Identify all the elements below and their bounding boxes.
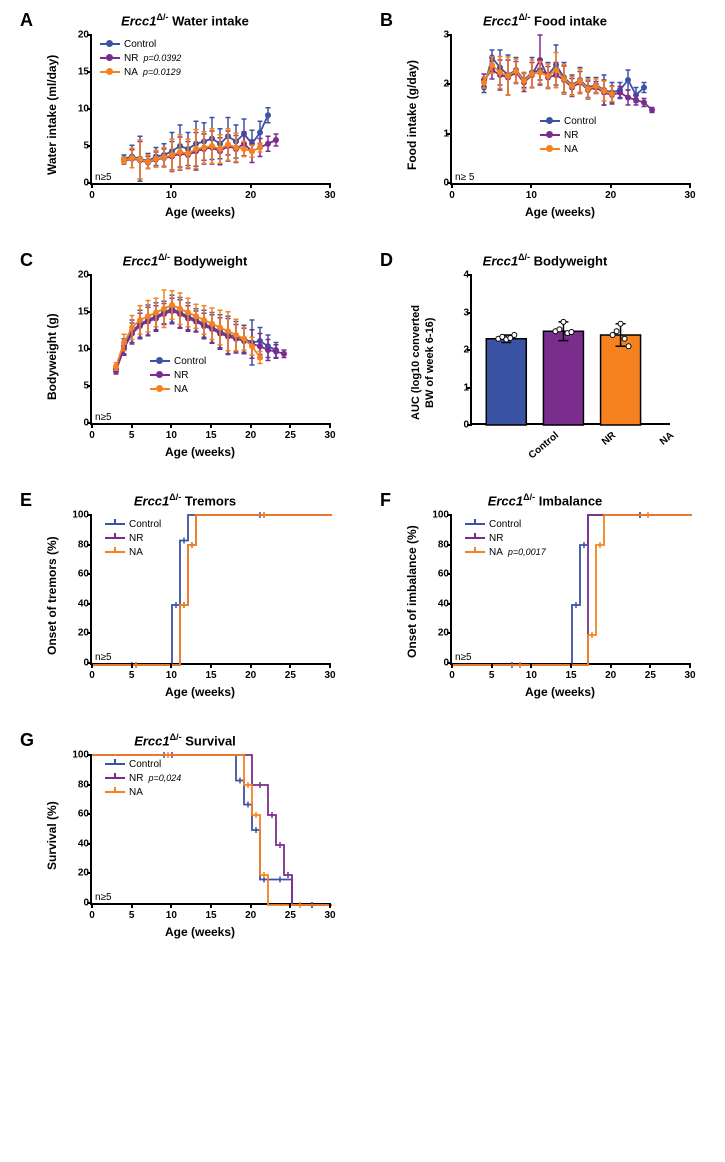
panel-title-f: Ercc1Δ/- Imbalance (410, 492, 680, 508)
bar-plot-d (472, 275, 672, 425)
xlabel-a: Age (weeks) (165, 205, 235, 219)
panel-title-d: Ercc1Δ/- Bodyweight (410, 252, 680, 268)
ylabel-d2: BW of week 6-16) (424, 318, 436, 408)
plot-c (92, 275, 332, 425)
n-label-e: n≥5 (95, 652, 112, 663)
legend-f: ControlNRNAp=0,0017 (465, 518, 546, 560)
xlabel-c: Age (weeks) (165, 445, 235, 459)
n-label-c: n≥5 (95, 412, 112, 423)
panel-c: C Ercc1Δ/- Bodyweight 051015202530051015… (20, 250, 350, 460)
panel-title-b: Ercc1Δ/- Food intake (410, 12, 680, 28)
ylabel-b: Food intake (g/day) (405, 60, 419, 170)
ylabel-g: Survival (%) (45, 801, 59, 870)
panel-label-g: G (20, 730, 34, 751)
panel-label-b: B (380, 10, 393, 31)
panel-e: E Ercc1Δ/- Tremors 051015202530020406080… (20, 490, 350, 700)
legend-c: ControlNRNA (150, 355, 206, 397)
xlabel-g: Age (weeks) (165, 925, 235, 939)
panel-d: D Ercc1Δ/- Bodyweight 01234 AUC (log10 c… (380, 250, 710, 460)
chart-area-c: 05101520253005101520 (90, 275, 330, 425)
panel-label-f: F (380, 490, 391, 511)
legend-e: ControlNRNA (105, 518, 161, 560)
legend-b: ControlNRNA (540, 115, 596, 157)
panel-title-a: Ercc1Δ/- Water intake (50, 12, 320, 28)
chart-area-b: 01020300123 (450, 35, 690, 185)
n-label-g: n≥5 (95, 892, 112, 903)
panel-label-d: D (380, 250, 393, 271)
panel-title-g: Ercc1Δ/- Survival (50, 732, 320, 748)
ylabel-d: AUC (log10 converted (410, 305, 422, 420)
n-label-f: n≥5 (455, 652, 472, 663)
panel-label-c: C (20, 250, 33, 271)
panel-f: F Ercc1Δ/- Imbalance 0510152025300204060… (380, 490, 710, 700)
legend-a: ControlNRp=0.0392NAp=0.0129 (100, 38, 181, 80)
plot-b (452, 35, 692, 185)
ylabel-c: Bodyweight (g) (45, 313, 59, 400)
n-label-b: n≥ 5 (455, 172, 474, 183)
panel-label-a: A (20, 10, 33, 31)
panel-g: G Ercc1Δ/- Survival 05101520253002040608… (20, 730, 350, 940)
xlabel-b: Age (weeks) (525, 205, 595, 219)
ylabel-f: Onset of imbalance (%) (405, 525, 419, 658)
legend-g: ControlNRp=0,024NA (105, 758, 181, 800)
panel-label-e: E (20, 490, 32, 511)
chart-area-d: 01234 (470, 275, 670, 425)
xlabel-f: Age (weeks) (525, 685, 595, 699)
panel-title-e: Ercc1Δ/- Tremors (50, 492, 320, 508)
panel-title-c: Ercc1Δ/- Bodyweight (50, 252, 320, 268)
ylabel-e: Onset of tremors (%) (45, 536, 59, 655)
xlabel-e: Age (weeks) (165, 685, 235, 699)
panel-b: B Ercc1Δ/- Food intake 01020300123 Food … (380, 10, 710, 220)
n-label-a: n≥5 (95, 172, 112, 183)
ylabel-a: Water intake (ml/day) (45, 55, 59, 175)
panel-a: A Ercc1Δ/- Water intake 010203005101520 … (20, 10, 350, 220)
